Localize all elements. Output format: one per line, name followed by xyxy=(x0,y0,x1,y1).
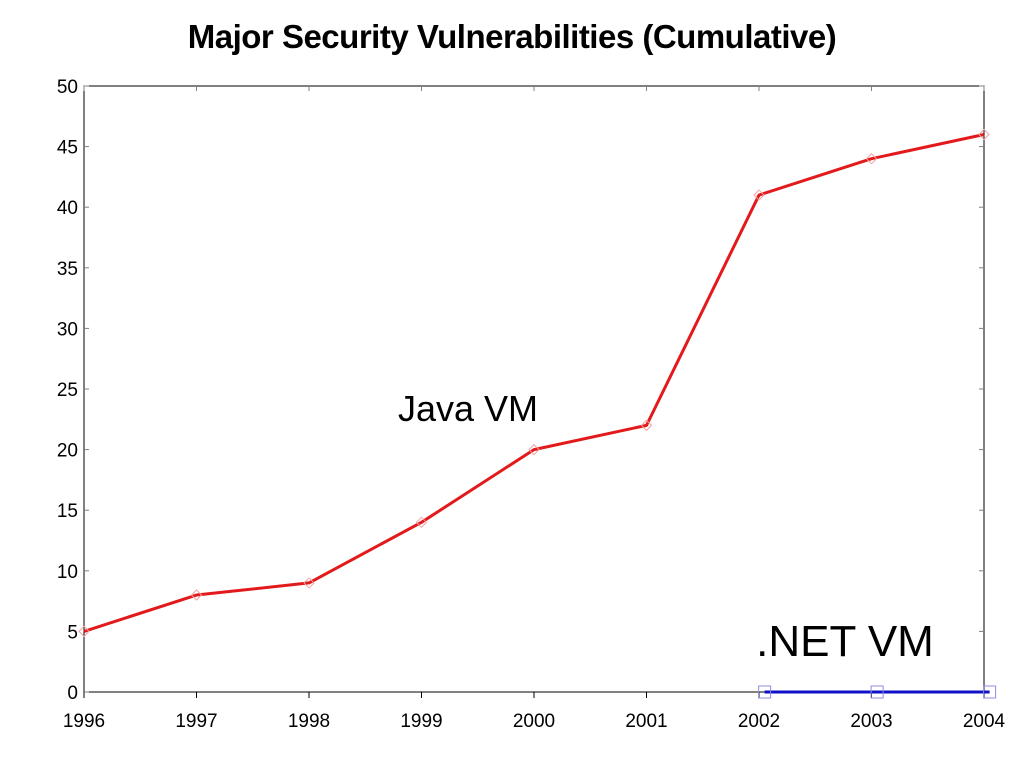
net-vm-label: .NET VM xyxy=(756,617,934,666)
java-vm-label: Java VM xyxy=(398,388,538,429)
x-tick-label: 1996 xyxy=(63,711,105,732)
java-vm-point xyxy=(865,153,878,165)
x-tick-label: 2003 xyxy=(850,711,892,732)
chart-title: Major Security Vulnerabilities (Cumulati… xyxy=(187,18,837,55)
java-vm-point xyxy=(640,419,653,432)
x-tick-label: 2002 xyxy=(738,711,780,732)
x-tick-label: 2000 xyxy=(513,711,555,732)
x-tick-label: 1998 xyxy=(288,711,330,732)
x-tick-label: 1997 xyxy=(175,711,217,732)
java-vm-point xyxy=(753,189,765,201)
x-tick-label: 2004 xyxy=(963,711,1006,732)
y-tick-label: 5 xyxy=(67,622,78,643)
y-tick-label: 20 xyxy=(57,441,78,462)
y-tick-label: 40 xyxy=(57,198,78,219)
java-vm-point xyxy=(978,128,990,141)
net-vm-point xyxy=(870,685,884,699)
y-tick-label: 15 xyxy=(57,501,78,522)
y-tick-label: 45 xyxy=(57,138,78,159)
x-tick-label: 2001 xyxy=(625,711,667,732)
y-tick-label: 30 xyxy=(57,319,78,340)
java-vm-point xyxy=(78,625,90,638)
y-tick-label: 35 xyxy=(57,259,78,280)
x-tick-label: 1999 xyxy=(400,711,442,732)
y-tick-label: 25 xyxy=(57,380,78,401)
y-tick-label: 0 xyxy=(67,683,78,704)
java-vm-point xyxy=(190,589,203,601)
java-vm-point xyxy=(528,443,540,456)
y-tick-label: 50 xyxy=(57,77,78,98)
java-vm-point xyxy=(303,577,315,589)
y-tick-label: 10 xyxy=(57,562,78,583)
java-vm-line xyxy=(83,133,985,633)
java-vm-point xyxy=(415,516,428,529)
net-vm-point xyxy=(758,685,772,699)
net-vm-point xyxy=(983,685,997,699)
